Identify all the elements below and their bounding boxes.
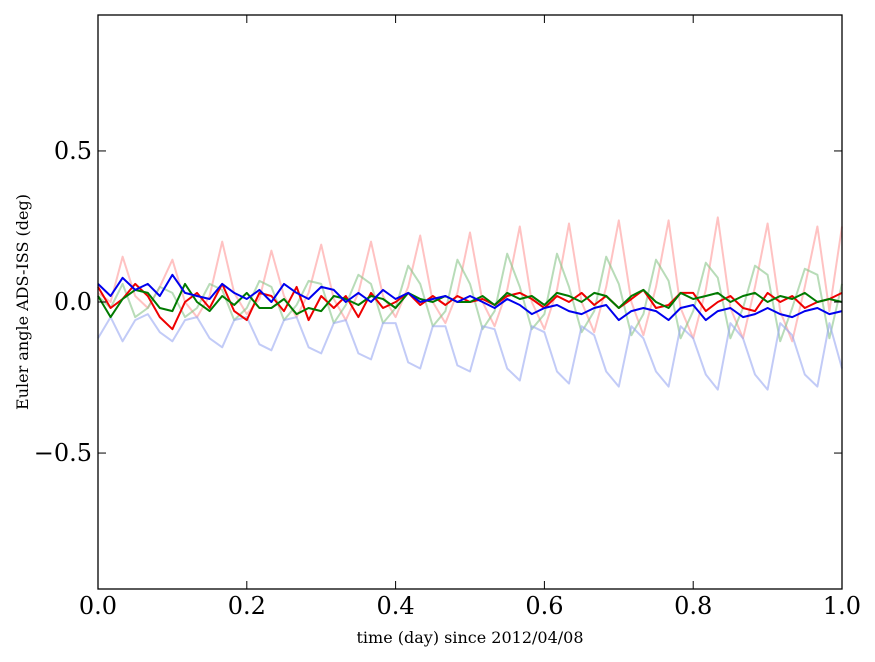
series-line-1 — [97, 216, 843, 343]
y-tick-label: 0.5 — [54, 137, 92, 165]
x-tick-label: 0.4 — [377, 592, 415, 620]
x-tick-label: 0.2 — [228, 592, 266, 620]
series-line-5 — [97, 282, 843, 319]
x-tick-label: 0.0 — [79, 592, 117, 620]
series-line-6 — [97, 273, 843, 322]
y-tick-label: 0.0 — [54, 288, 92, 316]
y-axis-label: Euler angle ADS-ISS (deg) — [13, 194, 32, 410]
x-tick-label: 1.0 — [823, 592, 861, 620]
series-line-2 — [97, 252, 843, 343]
x-tick-label: 0.6 — [525, 592, 563, 620]
y-tick-label: −0.5 — [34, 439, 92, 467]
series-line-3 — [97, 313, 843, 391]
x-tick-label: 0.8 — [674, 592, 712, 620]
tick-layer: 0.0 0.2 0.4 0.6 0.8 1.0 0.5 0.0 −0.5 — [34, 15, 861, 620]
x-axis-label: time (day) since 2012/04/08 — [356, 628, 583, 647]
series-layer — [97, 216, 843, 391]
